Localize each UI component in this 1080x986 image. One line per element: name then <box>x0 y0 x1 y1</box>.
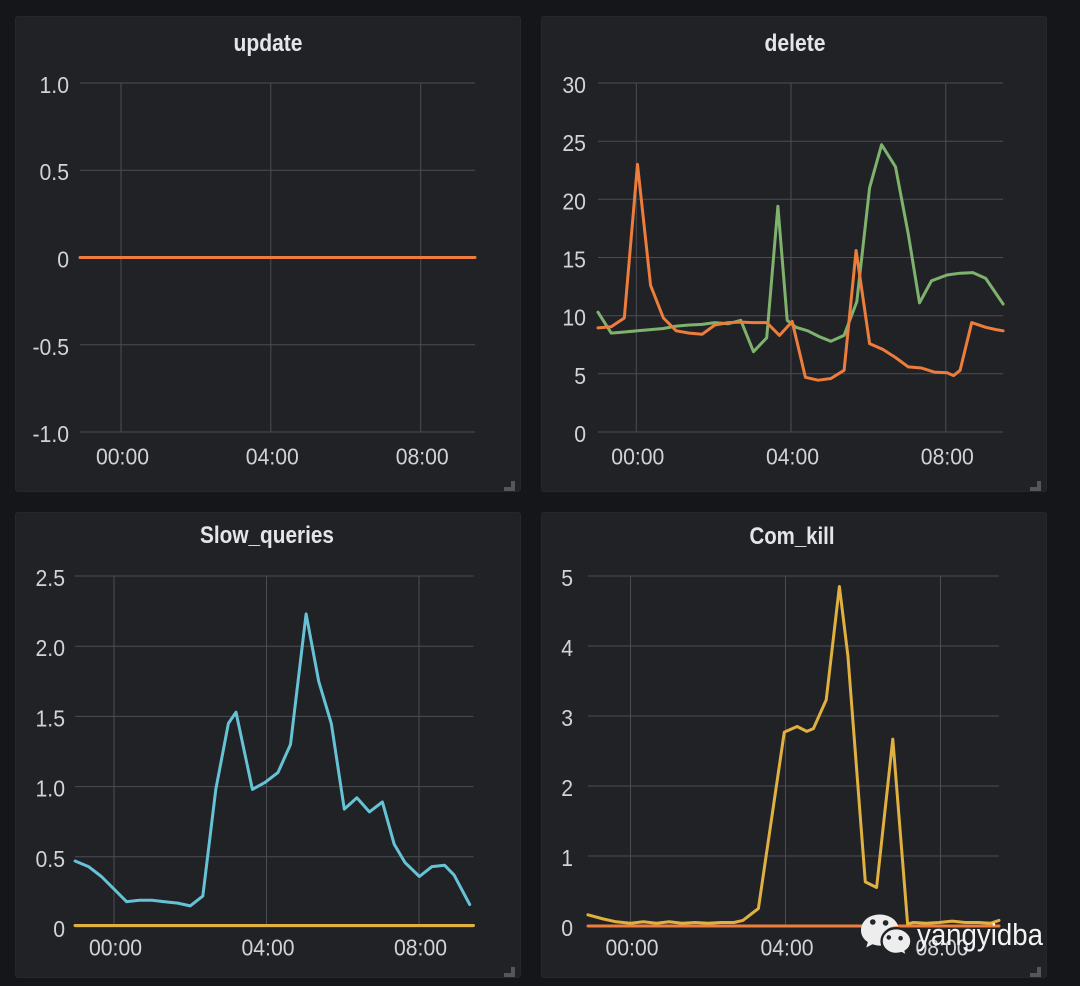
svg-text:08:00: 08:00 <box>394 935 447 961</box>
svg-text:delete: delete <box>765 30 826 57</box>
svg-text:2: 2 <box>561 775 573 801</box>
svg-text:1.5: 1.5 <box>36 705 66 731</box>
svg-text:0.5: 0.5 <box>40 159 70 185</box>
svg-text:04:00: 04:00 <box>246 444 299 470</box>
svg-text:0.5: 0.5 <box>36 846 66 872</box>
svg-text:00:00: 00:00 <box>606 935 659 961</box>
svg-text:-0.5: -0.5 <box>33 334 70 360</box>
svg-text:2.5: 2.5 <box>36 565 66 591</box>
svg-text:00:00: 00:00 <box>611 444 664 470</box>
svg-text:00:00: 00:00 <box>96 444 149 470</box>
svg-text:04:00: 04:00 <box>766 444 819 470</box>
svg-text:4: 4 <box>561 635 573 661</box>
svg-text:Slow_queries: Slow_queries <box>200 522 334 549</box>
svg-text:00:00: 00:00 <box>89 935 142 961</box>
svg-text:30: 30 <box>562 72 586 98</box>
svg-text:0: 0 <box>561 915 573 941</box>
svg-text:3: 3 <box>561 705 573 731</box>
svg-text:yangyidba: yangyidba <box>917 917 1044 952</box>
svg-text:0: 0 <box>57 247 69 273</box>
svg-text:25: 25 <box>562 130 586 156</box>
svg-text:15: 15 <box>562 247 586 273</box>
svg-text:04:00: 04:00 <box>761 935 814 961</box>
svg-text:1.0: 1.0 <box>40 72 70 98</box>
svg-text:1.0: 1.0 <box>36 776 66 802</box>
svg-text:-1.0: -1.0 <box>33 421 70 447</box>
svg-text:08:00: 08:00 <box>396 444 449 470</box>
svg-text:Com_kill: Com_kill <box>750 523 835 550</box>
svg-text:5: 5 <box>561 565 573 591</box>
svg-text:5: 5 <box>574 363 586 389</box>
svg-text:20: 20 <box>562 188 586 214</box>
svg-text:update: update <box>234 30 303 57</box>
svg-text:1: 1 <box>561 845 573 871</box>
svg-text:0: 0 <box>574 421 586 447</box>
svg-text:10: 10 <box>562 305 586 331</box>
svg-text:2.0: 2.0 <box>36 635 66 661</box>
svg-text:08:00: 08:00 <box>916 935 969 961</box>
svg-text:0: 0 <box>53 916 65 942</box>
svg-text:08:00: 08:00 <box>921 444 974 470</box>
svg-text:04:00: 04:00 <box>242 935 295 961</box>
